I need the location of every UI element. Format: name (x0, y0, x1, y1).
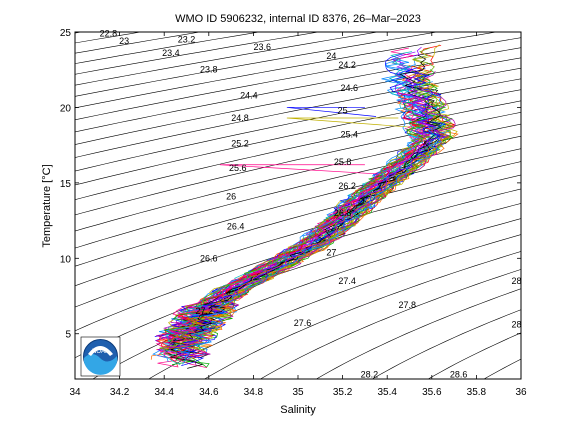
x-tick-label: 34.4 (154, 387, 174, 398)
density-contour-line (75, 78, 521, 172)
y-tick-label: 25 (60, 28, 72, 39)
density-contour-label: 26.2 (338, 181, 356, 191)
density-contour-label: 23.4 (162, 48, 180, 58)
density-contour-label: 26.4 (227, 222, 245, 232)
density-contour-line (75, 47, 521, 133)
density-contour-line (75, 123, 521, 232)
y-tick-label: 5 (65, 330, 71, 341)
noaa-logo: NOAA (80, 336, 121, 377)
density-contour-label: 23.2 (178, 35, 196, 45)
y-tick-label: 10 (60, 254, 72, 265)
x-tick-label: 34.2 (110, 387, 130, 398)
density-contour-label: 27.2 (196, 306, 214, 316)
profile-line (176, 67, 447, 367)
density-contour-label: 27.4 (338, 276, 356, 286)
density-contour-line (371, 309, 521, 379)
density-contour-line (204, 251, 521, 379)
density-contour-line (75, 32, 439, 97)
x-tick-label: 35.6 (422, 387, 442, 398)
profile-line (179, 73, 459, 361)
density-contour-line (75, 57, 521, 145)
x-tick-label: 35 (292, 387, 304, 398)
density-contour-label: 25.6 (229, 163, 247, 173)
density-contour-label: 25.2 (231, 139, 249, 149)
profile-line (156, 127, 431, 348)
density-contour-line (75, 161, 521, 287)
profile-line (173, 122, 446, 365)
density-contour-label: 28 (511, 276, 521, 286)
density-contour-line (75, 32, 499, 109)
density-contour-label: 28 (511, 320, 521, 330)
density-contour-line (75, 32, 380, 86)
profile-line (174, 130, 448, 350)
density-contour-line (75, 174, 521, 308)
density-contour-label: 27.8 (399, 300, 417, 310)
density-contour-line (75, 148, 521, 267)
profile-line (165, 58, 428, 357)
x-tick-label: 36 (515, 387, 527, 398)
profile-line (286, 117, 410, 128)
x-axis-ticks: 34 34.2 34.4 34.6 34.8 35 35.2 35.4 35.6 35.8 36 (69, 32, 527, 398)
density-contour-line (75, 203, 521, 359)
density-contour-label: 24.8 (231, 113, 249, 123)
density-contour-line (75, 111, 521, 216)
x-tick-label: 35.4 (377, 387, 397, 398)
density-contour-label: 27 (326, 247, 336, 257)
x-tick-label: 35.2 (333, 387, 353, 398)
x-tick-label: 34.8 (244, 387, 264, 398)
density-contour-label: 28.6 (450, 370, 468, 380)
y-tick-label: 15 (60, 179, 72, 190)
density-contour-line (75, 135, 521, 249)
density-contour-label: 25.4 (341, 130, 359, 140)
profile-line (155, 143, 415, 356)
density-contour-label: 26.6 (200, 253, 218, 263)
y-axis-label: Temperature [°C] (41, 164, 53, 247)
x-tick-label: 34 (69, 387, 81, 398)
profile-line (168, 76, 447, 356)
density-contour-label: 25 (338, 106, 348, 116)
density-contour-label: 23.8 (200, 65, 218, 75)
density-contour-line (315, 288, 521, 379)
y-axis-ticks: 5 10 15 20 25 (60, 28, 521, 341)
noaa-logo-text: NOAA (92, 349, 109, 355)
density-contour-label: 23.6 (254, 42, 272, 52)
chart-title: WMO ID 5906232, internal ID 8376, 26–Mar… (175, 13, 421, 25)
density-contour-label: 24.6 (341, 83, 359, 93)
density-contour-label: 24 (326, 51, 336, 61)
y-tick-label: 20 (60, 103, 72, 114)
profile-line (159, 125, 431, 356)
profile-line (219, 164, 377, 175)
x-tick-label: 35.8 (467, 387, 487, 398)
density-contour-label: 24.4 (240, 90, 258, 100)
density-contour-label: 24.2 (338, 60, 356, 70)
profile-line (286, 107, 377, 117)
density-contour-line (75, 188, 521, 332)
density-contour-label: 23 (119, 36, 129, 46)
density-contour-label: 26 (226, 192, 236, 202)
density-contour-label: 28.2 (361, 370, 379, 380)
density-contour-label: 27.6 (294, 318, 312, 328)
profile-lines (150, 44, 459, 369)
x-tick-label: 34.6 (199, 387, 219, 398)
density-contour-line (75, 67, 521, 158)
profile-line (163, 99, 428, 342)
x-axis-label: Salinity (280, 404, 316, 416)
profile-line (178, 71, 456, 366)
profile-line (159, 51, 423, 366)
density-contour-label: 22.8 (100, 29, 118, 39)
density-contour-label: 25.8 (334, 157, 352, 167)
density-contour-label: 26.8 (334, 208, 352, 218)
density-contour-line (148, 234, 521, 379)
density-contour-line (75, 37, 521, 121)
density-contour-line (259, 269, 521, 379)
plot-background (75, 32, 521, 379)
